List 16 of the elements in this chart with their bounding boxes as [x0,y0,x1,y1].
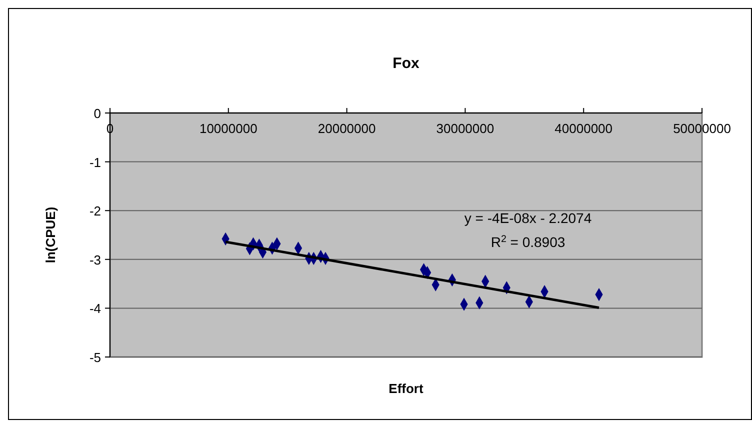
y-tick-label: -5 [89,350,101,365]
annotation: R$^{2}$ = 0.8903 [490,234,566,250]
y-tick-label: -2 [89,204,101,219]
x-tick-label: 10000000 [199,121,258,136]
x-tick-label: 50000000 [673,121,731,136]
y-tick-label: -4 [89,301,101,316]
x-tick-label: 30000000 [436,121,494,136]
x-tick-label: 40000000 [554,121,613,136]
y-tick-label: -1 [89,154,101,170]
y-tick-label: 0 [94,106,101,121]
annotation: y = -4E-08x - 2.2074 [464,210,592,226]
x-tick-label: 20000000 [318,121,376,136]
chart-title: Fox [392,55,420,72]
y-axis-title: ln(CPUE) [43,206,58,264]
x-axis-title: Effort [388,381,424,396]
y-tick-label: -3 [89,252,101,268]
